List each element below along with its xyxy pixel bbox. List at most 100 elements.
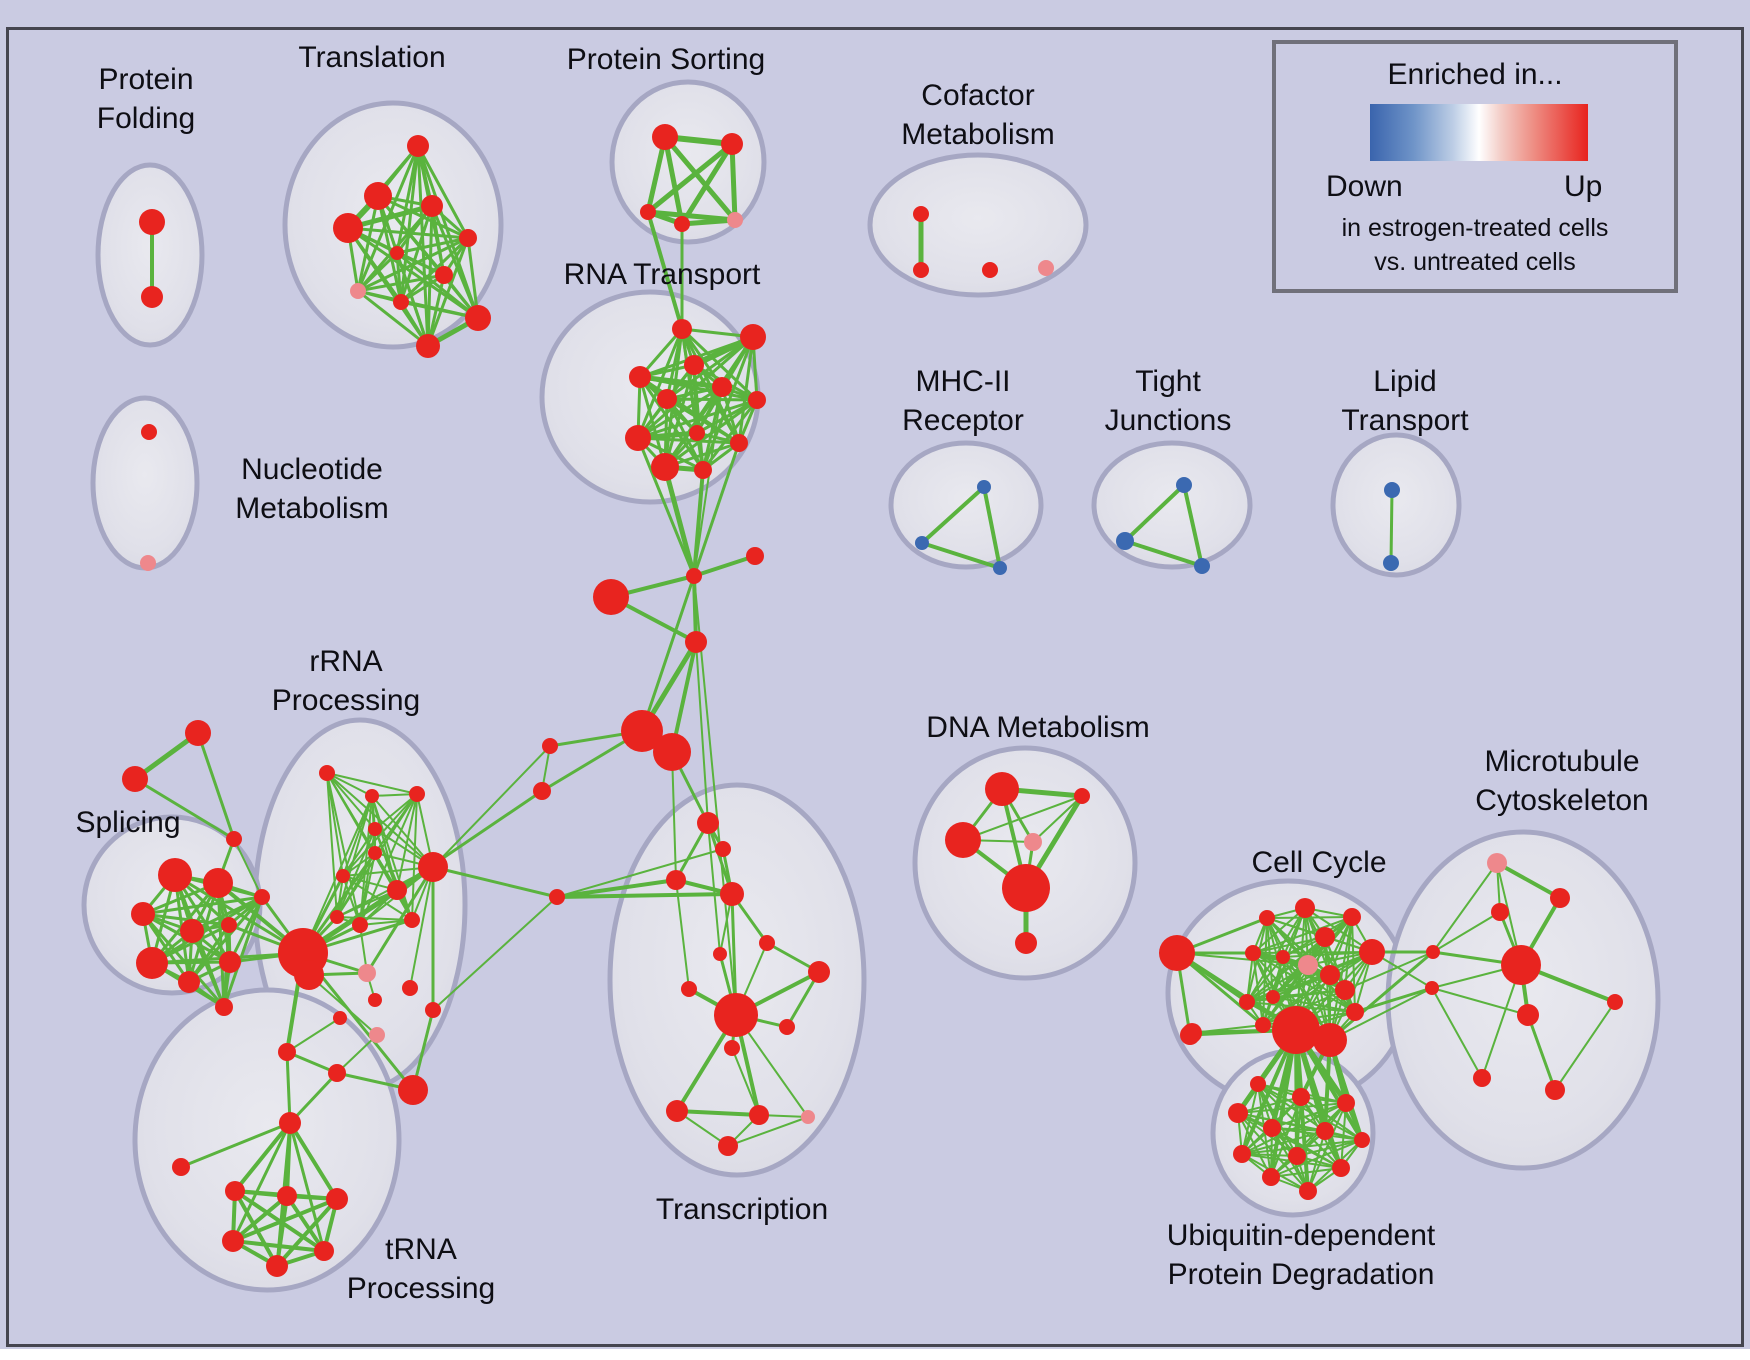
network-node[interactable] [1295,898,1315,918]
network-node[interactable] [685,631,707,653]
network-edge[interactable] [336,916,413,921]
network-edge[interactable] [133,777,236,841]
network-node[interactable] [808,961,830,983]
network-edge[interactable] [326,772,344,877]
network-edge[interactable] [1123,483,1186,543]
network-edge[interactable] [693,386,723,577]
network-node[interactable] [727,212,743,228]
network-node[interactable] [993,561,1007,575]
network-node[interactable] [425,1002,441,1018]
network-edge[interactable] [646,210,684,331]
network-node[interactable] [721,133,743,155]
network-node[interactable] [625,425,651,451]
network-node[interactable] [222,1230,244,1252]
network-edge[interactable] [1344,951,1434,991]
network-edge[interactable] [1526,1013,1557,1092]
network-edge[interactable] [356,289,430,348]
network-edge[interactable] [555,878,678,899]
network-edge[interactable] [1182,483,1204,568]
network-node[interactable] [398,1075,428,1105]
network-node[interactable] [714,993,758,1037]
network-edge[interactable] [141,912,226,1009]
network-edge[interactable] [346,226,480,320]
network-node[interactable] [131,902,155,926]
network-node[interactable] [1228,1103,1248,1123]
network-node[interactable] [122,766,148,792]
network-node[interactable] [1337,1094,1355,1112]
network-node[interactable] [1266,990,1280,1004]
network-node[interactable] [1262,1168,1280,1186]
network-node[interactable] [180,919,204,943]
network-edge[interactable] [727,1116,809,1147]
network-node[interactable] [748,391,766,409]
network-node[interactable] [651,453,679,481]
network-edge[interactable] [342,793,418,877]
network-node[interactable] [1473,1069,1491,1087]
network-node[interactable] [1298,955,1318,975]
network-edge[interactable] [662,134,685,227]
network-edge[interactable] [359,919,413,926]
network-edge[interactable] [432,745,551,868]
network-node[interactable] [1517,1004,1539,1026]
network-node[interactable] [465,305,491,331]
network-edge[interactable] [729,141,738,223]
network-edge[interactable] [1353,986,1434,1014]
network-node[interactable] [1501,945,1541,985]
network-node[interactable] [158,858,192,892]
network-node[interactable] [1487,853,1507,873]
network-edge[interactable] [1329,987,1433,1041]
network-edge[interactable] [1123,539,1204,568]
network-node[interactable] [1335,980,1355,1000]
network-edge[interactable] [675,879,690,990]
network-node[interactable] [1255,1017,1271,1033]
network-node[interactable] [533,782,551,800]
network-node[interactable] [694,461,712,479]
network-edge[interactable] [638,375,705,472]
network-node[interactable] [1359,939,1385,965]
network-edge[interactable] [356,273,446,293]
network-node[interactable] [330,910,344,924]
network-edge[interactable] [1328,1038,1364,1142]
network-edge[interactable] [692,554,757,578]
network-node[interactable] [1038,260,1054,276]
network-node[interactable] [368,822,382,836]
network-edge[interactable] [190,929,226,1009]
network-edge[interactable] [231,1197,339,1243]
network-edge[interactable] [426,236,470,348]
network-node[interactable] [724,1040,740,1056]
network-node[interactable] [1272,1006,1320,1054]
network-edge[interactable] [1495,861,1562,900]
network-node[interactable] [435,266,453,284]
network-edge[interactable] [395,251,430,348]
network-edge[interactable] [1272,996,1356,1013]
network-node[interactable] [718,1136,738,1156]
network-node[interactable] [254,889,270,905]
network-edge[interactable] [233,1121,292,1193]
network-edge[interactable] [1246,916,1353,1003]
network-node[interactable] [1316,1122,1334,1140]
network-edge[interactable] [962,795,1083,841]
network-node[interactable] [1239,994,1255,1010]
network-edge[interactable] [1389,488,1394,565]
network-node[interactable] [779,1019,795,1035]
network-edge[interactable] [920,485,986,545]
network-node[interactable] [674,216,690,232]
network-node[interactable] [277,1186,297,1206]
network-edge[interactable] [416,144,470,240]
network-node[interactable] [172,1158,190,1176]
network-node[interactable] [629,366,651,388]
network-edge[interactable] [399,204,434,304]
network-node[interactable] [418,852,448,882]
network-edge[interactable] [326,772,361,926]
network-edge[interactable] [190,895,264,933]
network-edge[interactable] [636,398,759,440]
network-node[interactable] [652,124,678,150]
network-edge[interactable] [336,866,434,918]
network-node[interactable] [713,947,727,961]
network-node[interactable] [333,213,363,243]
network-edge[interactable] [326,772,338,918]
network-edge[interactable] [1554,1001,1616,1091]
network-node[interactable] [407,135,429,157]
network-node[interactable] [358,964,376,982]
network-edge[interactable] [336,795,373,918]
